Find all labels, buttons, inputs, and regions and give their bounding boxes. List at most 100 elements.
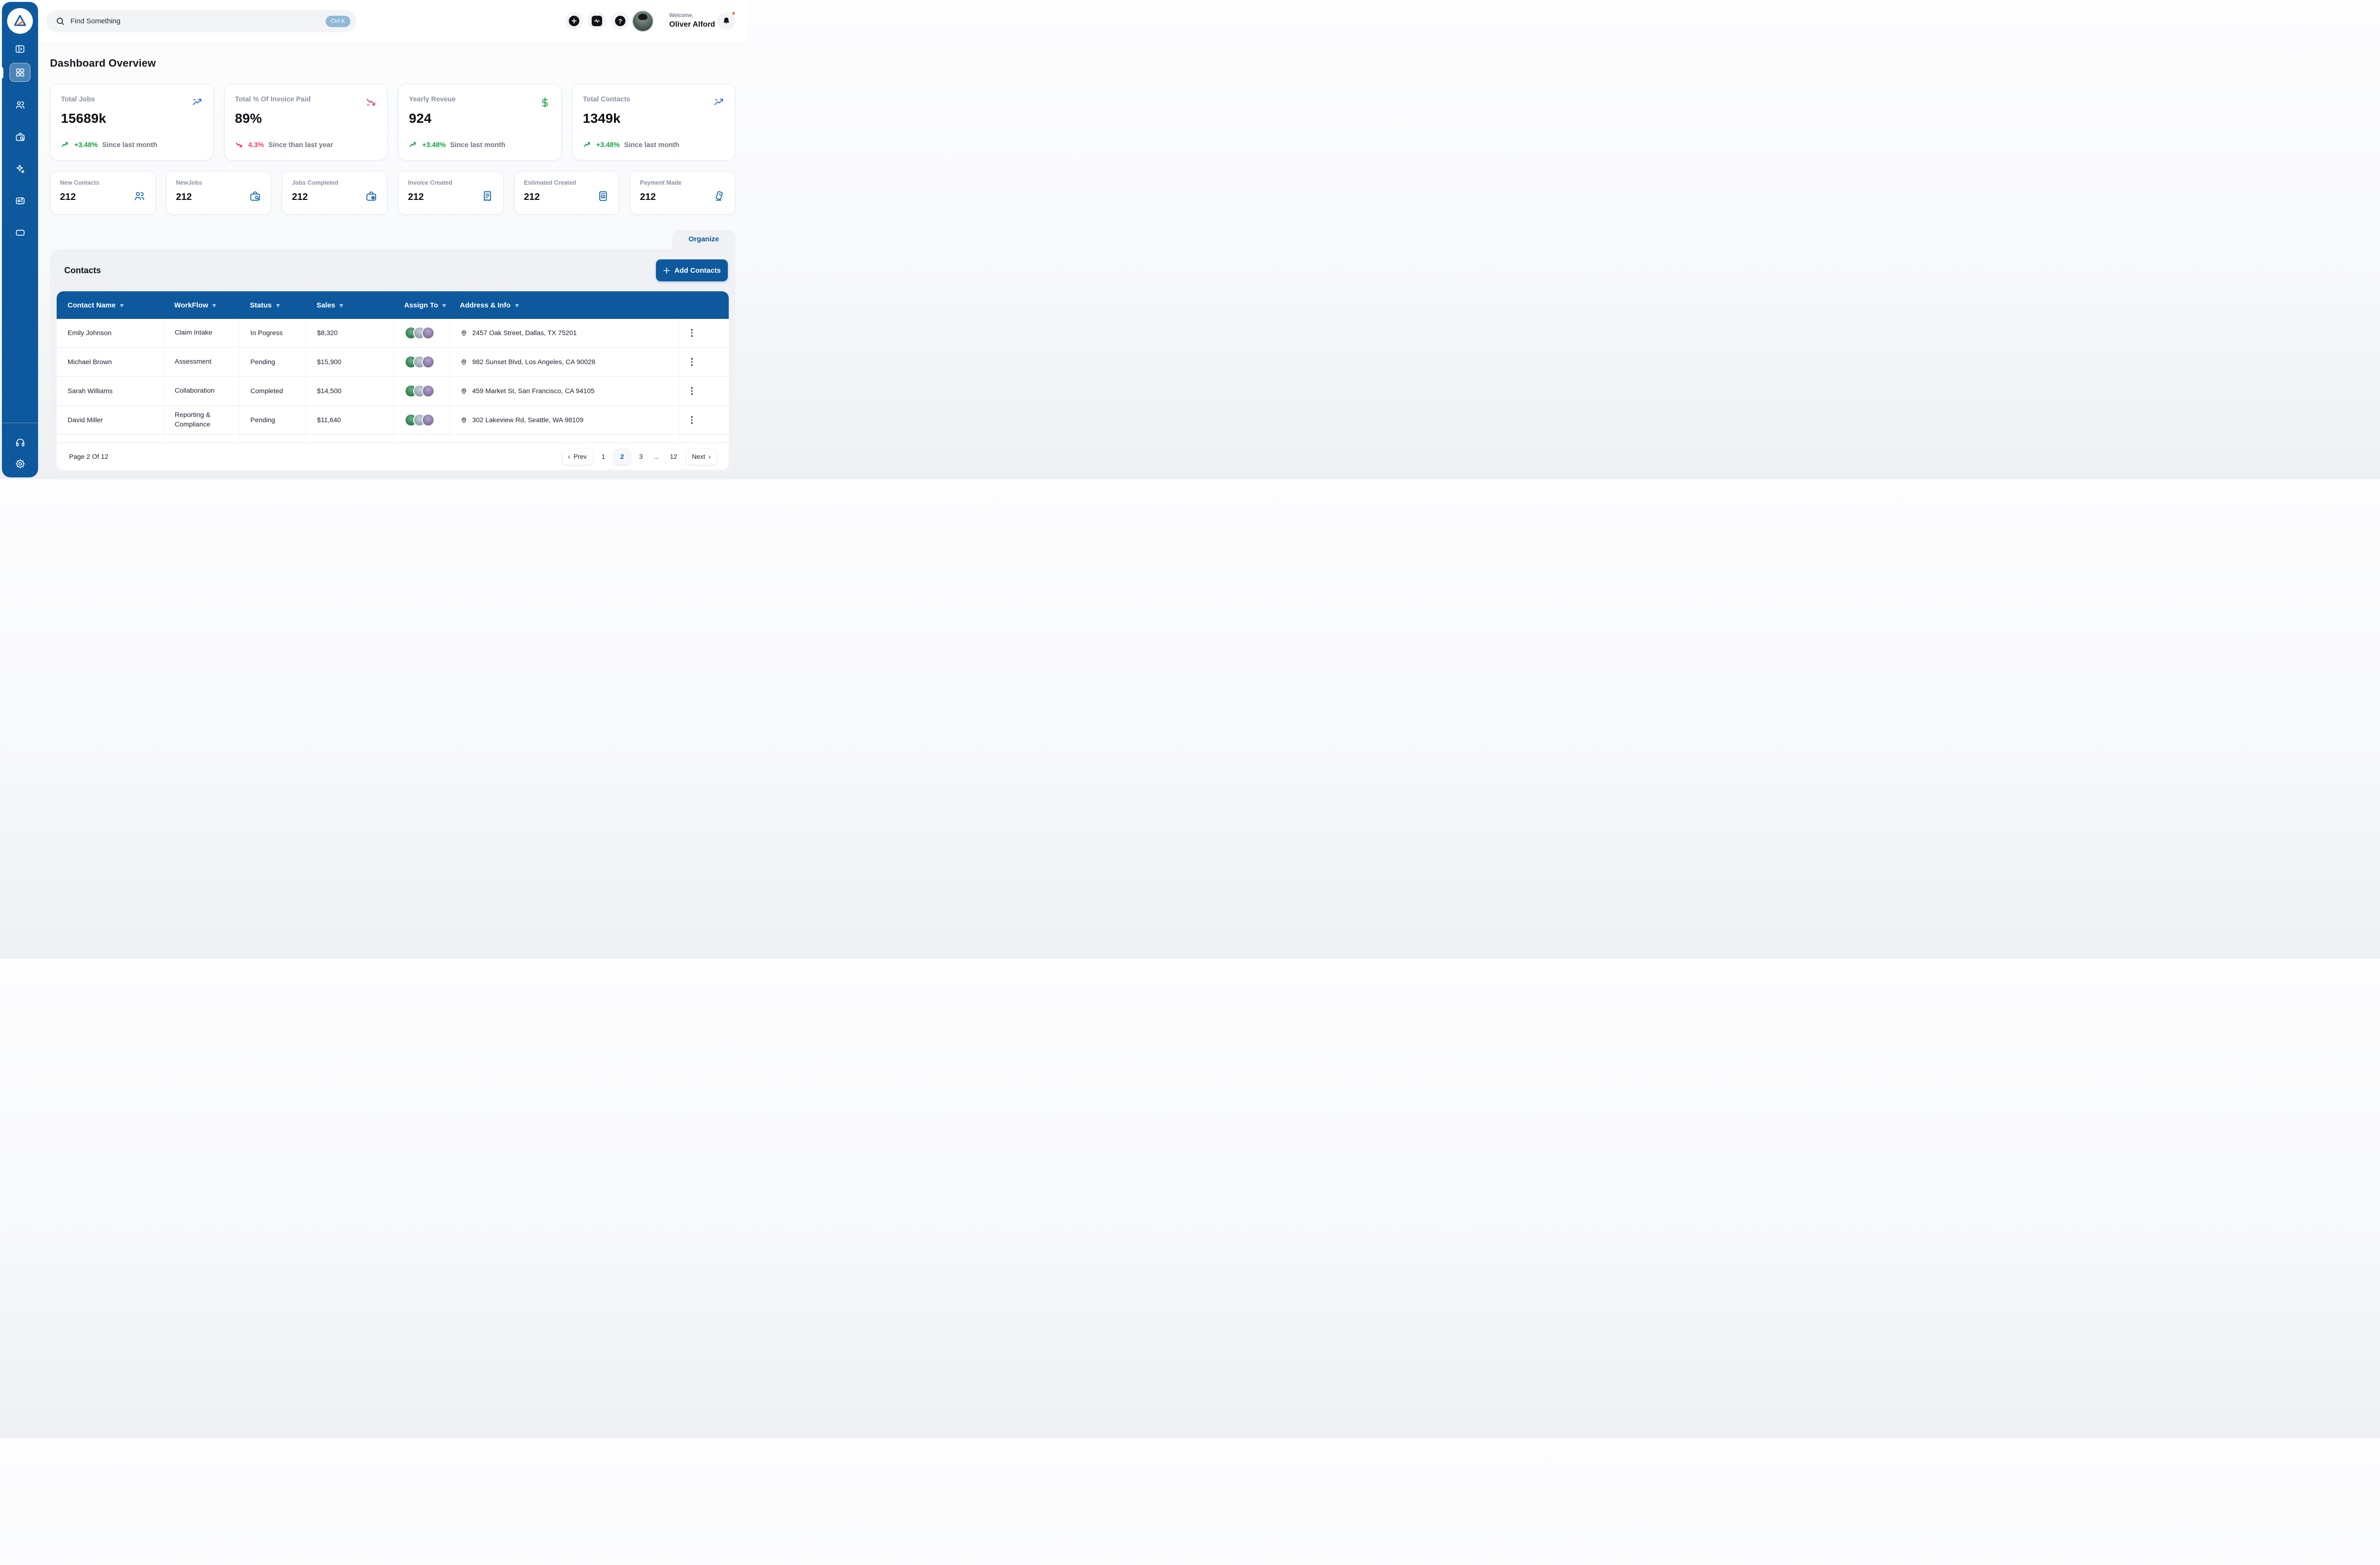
kpi-card-total-jobs: Total Jobs 15689k +3.48% Since last mont… [50,84,214,160]
add-new-button[interactable] [565,12,583,30]
cell-status: Pending [239,348,306,376]
column-header-status[interactable]: Status [239,291,306,319]
map-pin-icon [460,329,467,337]
kpi-trend: 4.3% Since than last year [235,140,333,149]
cell-assignees [393,377,449,405]
page-number-3[interactable]: 3 [637,450,645,463]
column-header-sales[interactable]: Sales [306,291,393,319]
user-avatar[interactable] [632,10,654,32]
table-row[interactable]: David Miller Reporting & Compliance Pend… [57,406,729,435]
sidebar-item-billing[interactable] [10,223,30,242]
kpi-cards-row: Total Jobs 15689k +3.48% Since last mont… [50,84,735,160]
search-input[interactable] [70,17,326,25]
cell-workflow: Assessment [163,348,239,376]
kpi-value: 924 [409,111,551,126]
kpi-change: +3.48% [422,141,446,149]
mini-card-new-jobs: NewJobs 212 [166,171,272,215]
cell-status: Completed [239,377,306,405]
column-header-assign-to[interactable]: Assign To [393,291,449,319]
assignee-avatar[interactable] [422,385,435,397]
cell-sales: $11,640 [306,406,393,434]
sidebar-item-settings[interactable] [10,454,30,473]
row-menu-button[interactable] [679,319,704,347]
sidebar-item-dashboard[interactable] [10,63,30,82]
assignee-avatar[interactable] [422,414,435,426]
sidebar-item-jobs[interactable] [10,127,30,146]
payment-icon [713,190,725,202]
table-row[interactable]: Michael Brown Assessment Pending $15,900… [57,348,729,377]
mini-card-new-contacts: New Contacts 212 [50,171,156,215]
trend-up-arrow-icon [409,140,418,149]
activity-button[interactable] [588,12,606,30]
contacts-table: Contact Name WorkFlow Status Sales Assig… [57,291,729,470]
page-number-2-active[interactable]: 2 [614,449,630,465]
add-contacts-button[interactable]: Add Contacts [656,259,728,281]
kpi-card-invoice-paid: Total % Of Invoice Paid 89% 4.3% Since t… [224,84,388,160]
mini-label: Estimated Created [524,179,576,186]
calculator-icon [597,190,609,202]
kpi-caption: Since last month [450,141,506,149]
cell-contact-name: Sarah Williams [57,377,163,405]
mini-label: Invoice Created [408,179,452,186]
help-button[interactable]: ? [611,12,629,30]
kpi-card-yearly-revenue: Yearly Reveue 924 +3.48% Since last mont… [398,84,562,160]
brand-logo[interactable] [7,8,33,34]
mini-label: NewJobs [176,179,202,186]
kpi-value: 15689k [61,111,203,126]
kpi-change: +3.48% [596,141,620,149]
row-menu-button[interactable] [679,406,704,434]
card-icon [15,227,26,238]
cell-address: 982 Sunset Blvd, Los Angeles, CA 90028 [449,348,679,376]
mini-label: Jobs Completed [292,179,338,186]
assignee-avatar[interactable] [422,327,435,339]
trend-up-arrow-icon [61,140,70,149]
kpi-label: Total Jobs [61,96,203,103]
contacts-header: Contacts Add Contacts [57,256,729,285]
contacts-section: Organize Contacts Add Contacts Contact N… [50,249,735,475]
column-header-actions [679,291,704,319]
sidebar-item-automations[interactable] [10,159,30,178]
next-page-button[interactable]: Next› [686,449,716,465]
kpi-change: +3.48% [74,141,98,149]
cell-workflow: Collaboration [163,377,239,405]
row-menu-button[interactable] [679,348,704,376]
table-row[interactable]: Sarah Williams Collaboration Completed $… [57,377,729,406]
kpi-label: Total % Of Invoice Paid [235,96,377,103]
sidebar-item-contacts[interactable] [10,95,30,114]
cell-address: 459 Market St, San Francisco, CA 94105 [449,377,679,405]
sidebar-item-panel-toggle[interactable] [10,40,30,59]
briefcase-check-icon [365,190,377,202]
sidebar-item-reports[interactable] [10,191,30,210]
kpi-card-total-contacts: Total Contacts 1349k +3.48% Since last m… [572,84,736,160]
prev-page-button[interactable]: ‹Prev [562,449,592,465]
mini-value: 212 [408,192,452,203]
column-header-address-info[interactable]: Address & Info [449,291,679,319]
page-ellipsis: ... [652,450,661,463]
column-header-workflow[interactable]: WorkFlow [163,291,239,319]
question-icon: ? [615,16,625,26]
briefcase-search-icon [249,190,261,202]
page-number-12[interactable]: 12 [668,450,679,463]
row-menu-button[interactable] [679,377,704,405]
cell-address: 302 Lakeview Rd, Seattle, WA 98109 [449,406,679,434]
kpi-label: Total Contacts [583,96,725,103]
cell-workflow: Reporting & Compliance [163,406,239,434]
mini-value: 212 [176,192,202,203]
user-name: Oliver Alford [669,20,715,30]
table-header-row: Contact Name WorkFlow Status Sales Assig… [57,291,729,319]
table-row[interactable]: Emily Johnson Claim Intake In Pogress $8… [57,319,729,348]
search-icon [56,17,65,26]
assignee-avatar[interactable] [422,356,435,368]
report-dial-icon [15,195,26,206]
kpi-change: 4.3% [248,141,264,149]
cell-assignees [393,348,449,376]
briefcase-search-icon [15,131,26,142]
sidebar-item-support[interactable] [10,432,30,451]
column-header-contact-name[interactable]: Contact Name [57,291,163,319]
notifications-button[interactable] [717,12,735,30]
sparkle-icon [15,163,26,174]
cell-sales: $14,500 [306,377,393,405]
page-number-1[interactable]: 1 [600,450,607,463]
search-bar[interactable]: Ctrl K [46,10,356,32]
gear-icon [15,458,26,469]
